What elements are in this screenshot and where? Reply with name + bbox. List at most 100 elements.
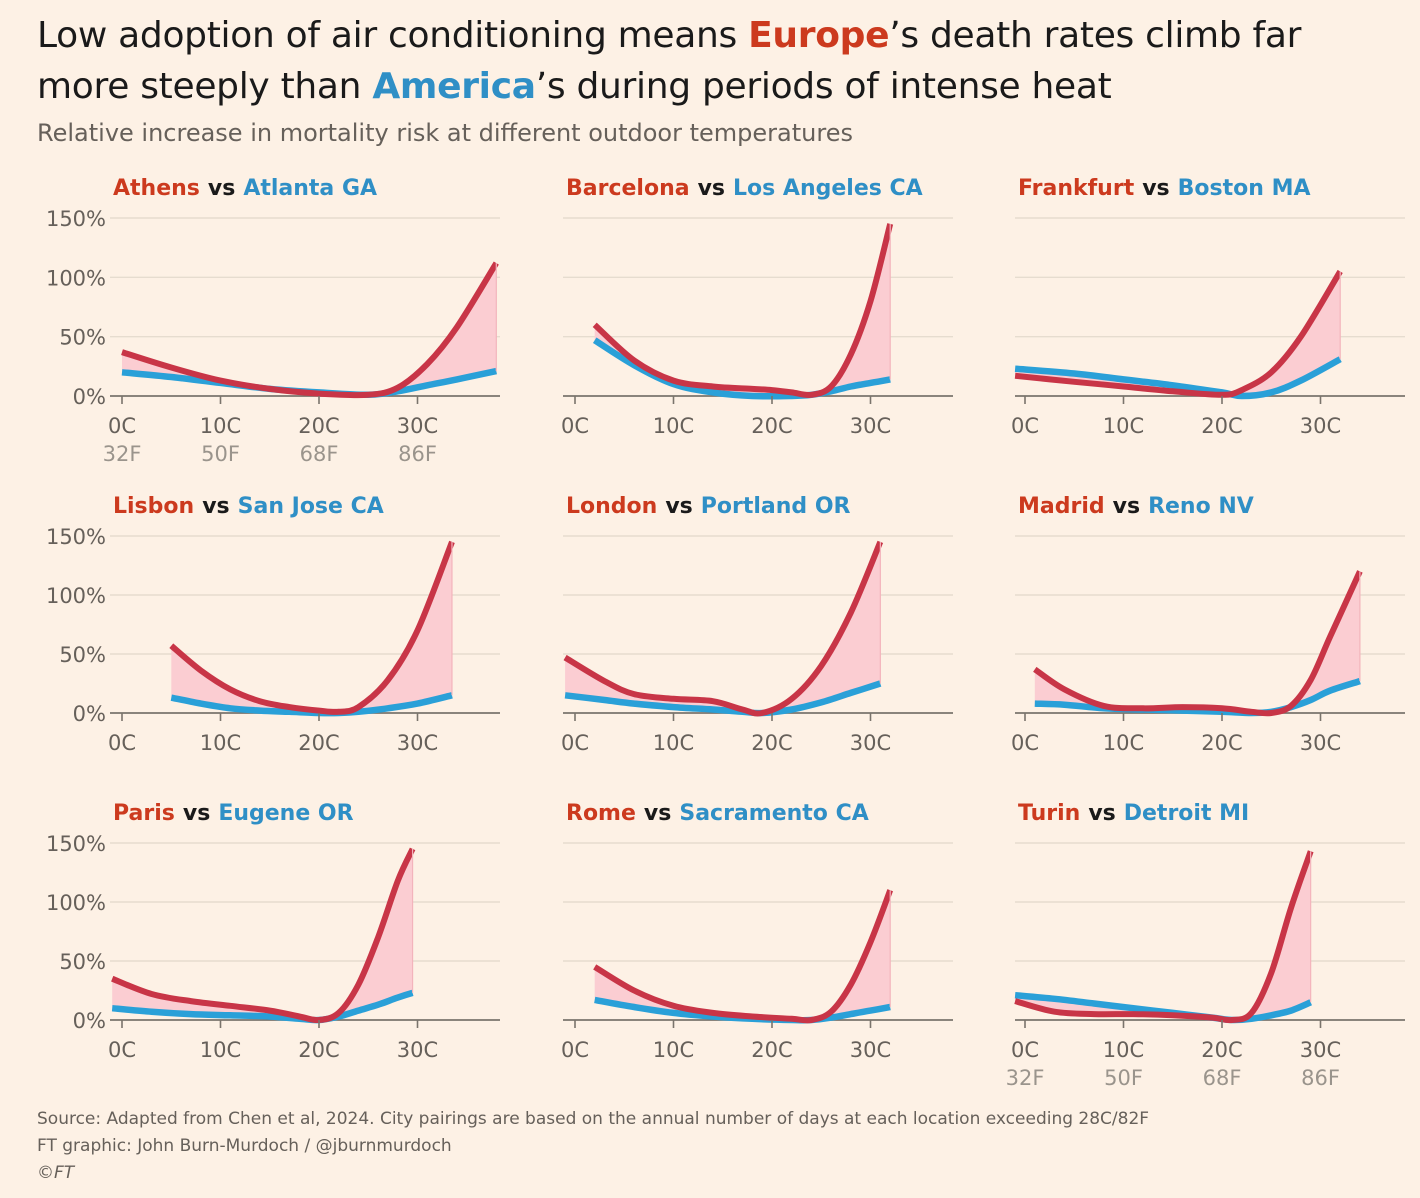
panel-title-europe: Madrid [1018,494,1105,519]
panel-title-vs: vs [202,494,229,519]
y-tick-label: 100% [46,584,106,608]
panel-title-vs: vs [183,801,210,826]
x-tick-label: 0C [1011,731,1039,755]
panel-title-vs: vs [665,494,692,519]
x-tick-label: 30C [397,731,438,755]
x-tick-label: 20C [751,731,792,755]
gap-area [171,541,453,714]
panel-title-us: Los Angeles CA [733,176,923,201]
panel-rome: Rome vs Sacramento CA 0C 10C 20C 30C [561,801,953,1062]
headline-part3: ’s during periods of intense heat [535,66,1112,107]
gap-area [594,223,891,397]
source-note: Source: Adapted from Chen et al, 2024. C… [37,1109,1150,1129]
panel-title-europe: Barcelona [566,176,690,201]
chart-footer: Source: Adapted from Chen et al, 2024. C… [37,1106,1149,1187]
panel-title-us: Atlanta GA [243,176,377,201]
headline-part2: ’s death rates climb far more steeply th… [37,15,1302,107]
x-tick-label: 30C [397,1038,438,1062]
panel-title-vs: vs [1142,176,1169,201]
x-tick-label: 10C [653,731,694,755]
series-line-europe [111,847,416,1024]
series-line-europe [1033,570,1363,717]
y-tick-label: 150% [46,832,106,856]
x-tick-label: 30C [1300,1038,1341,1062]
gap-area [1034,571,1360,714]
panel-paris: Paris vs Eugene OR 150% 100% 50% 0%0C 10C 20C 30C [46,801,500,1062]
panel-title: Athens vs Atlanta GA [113,176,377,201]
panel-london: London vs Portland OR 0C 10C 20C 30C [561,494,953,755]
x-tick-label-fahrenheit: 86F [1301,1066,1340,1090]
panel-title-us: Eugene OR [218,801,353,826]
y-tick-label: 0% [73,1009,106,1033]
x-tick-label: 30C [1300,414,1341,438]
y-tick-label: 50% [59,326,106,350]
series-line-america [592,337,891,400]
gap-area [1015,851,1311,1021]
panel-lisbon: Lisbon vs San Jose CA 150% 100% 50% 0%0C 10C 20C… [46,494,500,755]
x-tick-label: 20C [298,414,339,438]
y-tick-label: 0% [73,385,106,409]
panel-title-us: Sacramento CA [679,801,868,826]
x-tick-label: 10C [653,1038,694,1062]
x-tick-label: 0C [1011,414,1039,438]
y-tick-label: 0% [73,702,106,726]
panel-title-us: San Jose CA [238,494,384,519]
x-tick-label: 20C [1201,1038,1242,1062]
x-tick-label-fahrenheit: 86F [398,442,437,466]
x-tick-label: 10C [1103,414,1144,438]
series-line-europe [121,261,499,399]
x-tick-label-fahrenheit: 68F [1203,1066,1242,1090]
y-tick-label: 50% [59,950,106,974]
x-tick-label: 20C [751,1038,792,1062]
x-tick-label: 0C [1011,1038,1039,1062]
panel-title-vs: vs [698,176,725,201]
x-tick-label-fahrenheit: 50F [201,442,240,466]
chart-subtitle: Relative increase in mortality risk at d… [37,119,853,147]
x-tick-label: 20C [298,731,339,755]
series-line-europe [593,889,894,1024]
panel-title: Turin vs Detroit MI [1018,801,1249,826]
x-tick-label: 0C [561,414,589,438]
x-tick-label: 10C [200,731,241,755]
panel-title: London vs Portland OR [566,494,851,519]
panel-title-europe: Lisbon [113,494,194,519]
panel-title-us: Reno NV [1148,494,1254,519]
series-line-europe [563,540,884,717]
panel-title-vs: vs [1088,801,1115,826]
panel-athens: Athens vs Atlanta GA 150% 100% 50% 0%0C 32F 10C 5… [46,176,500,466]
x-tick-label: 10C [1103,1038,1144,1062]
x-tick-label: 20C [298,1038,339,1062]
panel-frankfurt: Frankfurt vs Boston MA 0C 10C 20C 30C [1011,176,1405,438]
panel-title: Paris vs Eugene OR [113,801,354,826]
panel-turin: Turin vs Detroit MI 0C 32F 10C 50F 20C 68F 30C 86F [1006,801,1405,1090]
y-tick-label: 100% [46,266,106,290]
x-tick-label: 0C [108,731,136,755]
x-tick-label: 0C [108,1038,136,1062]
gap-area [594,890,891,1021]
x-tick-label: 30C [1300,731,1341,755]
x-tick-label-fahrenheit: 32F [1006,1066,1045,1090]
y-tick-label: 100% [46,891,106,915]
credit-note: FT graphic: John Burn-Murdoch / @jburnmu… [37,1136,452,1156]
panel-title-vs: vs [644,801,671,826]
x-tick-label: 20C [1201,731,1242,755]
panel-title: Lisbon vs San Jose CA [113,494,384,519]
panel-title-europe: Frankfurt [1018,176,1135,201]
panel-title: Madrid vs Reno NV [1018,494,1254,519]
gap-area [1015,271,1341,396]
y-tick-label: 150% [46,207,106,231]
copyright-note: ©FT [37,1163,75,1183]
panel-title-vs: vs [1113,494,1140,519]
x-tick-label: 0C [561,1038,589,1062]
x-tick-label: 10C [200,1038,241,1062]
x-tick-label-fahrenheit: 32F [103,442,142,466]
series-line-europe [592,223,894,399]
panel-title-us: Detroit MI [1124,801,1249,826]
x-tick-label: 20C [1201,414,1242,438]
panel-title-europe: Athens [113,176,200,201]
panel-title-europe: Turin [1018,801,1080,826]
panel-title-europe: Paris [113,801,175,826]
x-tick-label: 20C [751,414,792,438]
panel-title: Frankfurt vs Boston MA [1018,176,1311,201]
